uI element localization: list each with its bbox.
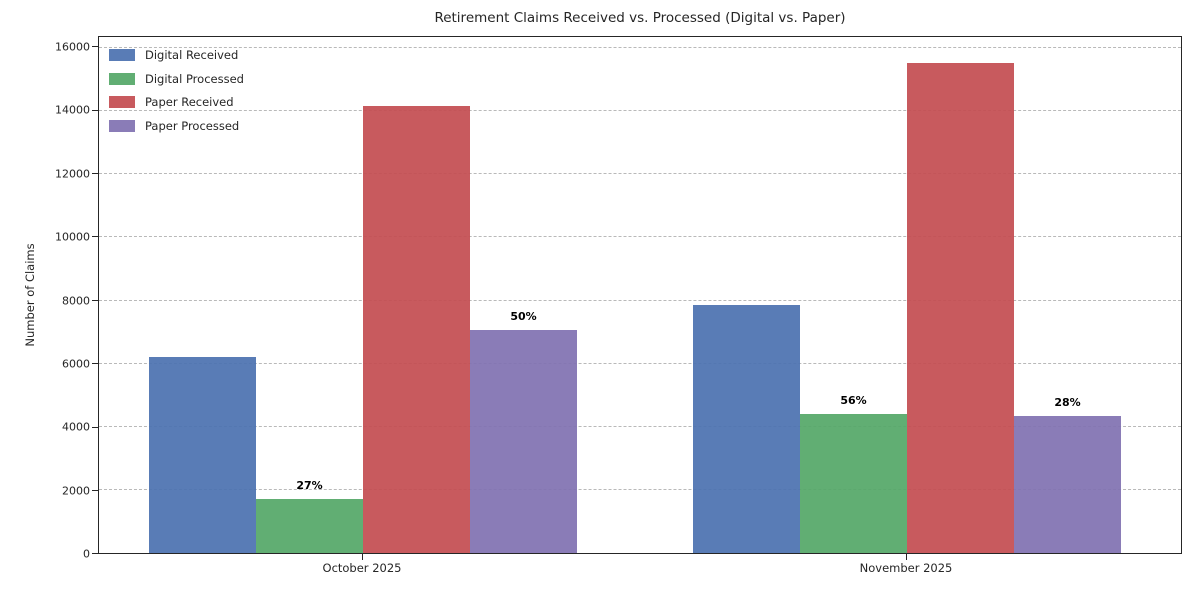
legend-item-digital-processed: Digital Processed [109, 72, 244, 86]
legend-swatch-icon [109, 72, 135, 85]
legend-swatch-icon [109, 49, 135, 61]
y-tick-mark [92, 173, 98, 175]
legend-item-paper-received: Paper Received [109, 95, 244, 109]
gridline-6000 [99, 362, 1181, 364]
bar-value-label-digital-processed-november-2025: 56% [840, 394, 867, 408]
bar-group-october-2025: 27% 50% [149, 37, 577, 553]
bar-paper-processed-october-2025 [470, 329, 577, 553]
gridline-16000 [99, 47, 1181, 49]
y-tick-label-2000: 2000 [62, 484, 90, 498]
y-tick-mark [92, 236, 98, 238]
y-tick-label-6000: 6000 [62, 357, 90, 371]
gridline-10000 [99, 236, 1181, 238]
bar-value-label-digital-processed-october-2025: 27% [296, 479, 323, 493]
x-tick-mark [906, 554, 907, 560]
x-tick-mark [362, 554, 363, 560]
bar-digital-received-october-2025 [149, 357, 256, 553]
bar-digital-processed-october-2025 [256, 499, 363, 553]
y-tick-label-0: 0 [83, 547, 90, 561]
y-tick-label-8000: 8000 [62, 294, 90, 308]
legend-swatch-icon [109, 96, 135, 108]
plot-area: Digital Received Digital Processed Paper R… [98, 36, 1182, 554]
legend-label: Digital Received [145, 48, 239, 62]
bar-paper-received-november-2025 [907, 62, 1014, 553]
gridline-14000 [99, 110, 1181, 112]
y-tick-mark [92, 426, 98, 428]
x-tick-label-november-2025: November 2025 [859, 561, 953, 575]
bar-paper-processed-november-2025 [1014, 415, 1121, 553]
y-tick-label-16000: 16000 [55, 40, 90, 54]
legend-swatch-icon [109, 119, 135, 132]
legend-item-digital-received: Digital Received [109, 48, 244, 62]
chart-title: Retirement Claims Received vs. Processed… [434, 10, 846, 26]
legend-label: Paper Processed [145, 118, 240, 133]
bar-group-november-2025: 56% 28% [693, 37, 1121, 553]
x-tick-label-october-2025: October 2025 [322, 561, 402, 575]
bar-value-label-paper-processed-november-2025: 28% [1054, 395, 1081, 409]
y-tick-mark [92, 299, 98, 301]
gridline-4000 [99, 425, 1181, 427]
y-tick-mark [92, 46, 98, 48]
bar-digital-received-november-2025 [693, 305, 800, 553]
bar-paper-received-october-2025 [363, 106, 470, 553]
bar-value-label-paper-processed-october-2025: 50% [510, 309, 537, 323]
gridline-2000 [99, 488, 1181, 490]
y-tick-mark [92, 553, 98, 555]
y-tick-label-4000: 4000 [62, 420, 90, 434]
y-tick-label-14000: 14000 [55, 103, 90, 117]
y-tick-mark [92, 363, 98, 365]
gridline-8000 [99, 299, 1181, 301]
legend: Digital Received Digital Processed Paper R… [109, 48, 244, 133]
y-tick-mark [92, 489, 98, 491]
y-tick-label-12000: 12000 [55, 167, 90, 181]
legend-label: Digital Processed [145, 71, 244, 86]
bar-digital-processed-november-2025 [800, 414, 907, 553]
gridline-12000 [99, 173, 1181, 175]
y-tick-mark [92, 109, 98, 111]
legend-label: Paper Received [145, 95, 234, 109]
legend-item-paper-processed: Paper Processed [109, 119, 244, 133]
y-tick-label-10000: 10000 [55, 230, 90, 244]
